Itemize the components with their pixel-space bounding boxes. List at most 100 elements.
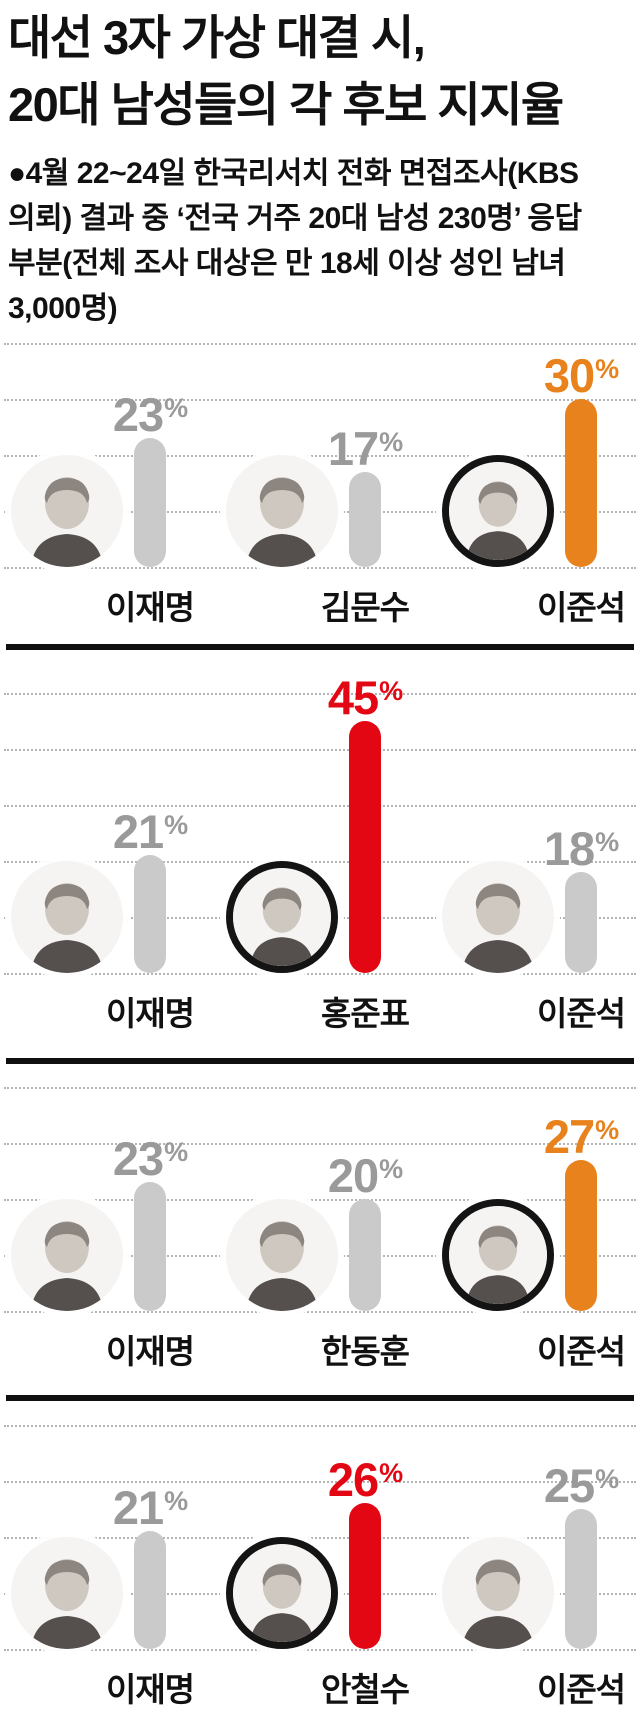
- candidate-name: 이준석: [536, 995, 626, 1032]
- candidate-name: 이준석: [536, 589, 626, 626]
- candidate-photo: [442, 1537, 554, 1649]
- poll-panel-han-dong-hoon-matchup: 23% 이재명 20% 한동훈 27% 이준석: [0, 1087, 640, 1387]
- support-bar: [565, 1509, 597, 1649]
- gridline: [4, 805, 636, 807]
- candidate-name: 이재명: [105, 589, 195, 626]
- value-label: 20%: [327, 1149, 403, 1202]
- candidate-photo: [11, 1199, 123, 1311]
- gridline: [4, 1425, 636, 1427]
- portrait-silhouette-icon: [442, 1537, 554, 1649]
- portrait-silhouette-icon: [442, 861, 554, 973]
- percent-sign: %: [595, 827, 619, 858]
- value-label: 21%: [112, 1481, 188, 1535]
- portrait-silhouette-icon: [449, 1206, 547, 1304]
- percent-sign: %: [379, 1154, 403, 1184]
- gridline: [4, 1537, 636, 1539]
- support-bar: [349, 1199, 381, 1311]
- gridline: [4, 973, 636, 975]
- portrait-silhouette-icon: [449, 462, 547, 560]
- gridline: [4, 1199, 636, 1201]
- candidate-photo: [226, 1199, 338, 1311]
- portrait-silhouette-icon: [11, 1199, 123, 1311]
- value-label: 17%: [327, 421, 403, 475]
- candidate-photo: [11, 455, 123, 567]
- poll-panel-ahn-cheol-soo-matchup: 21% 이재명 26% 안철수 25% 이준석: [0, 1425, 640, 1725]
- candidate-photo: [442, 455, 554, 567]
- portrait-silhouette-icon: [226, 455, 338, 567]
- title-line-2: 20대 남성들의 각 후보 지지율: [8, 78, 564, 131]
- gridline: [4, 1649, 636, 1651]
- value-label: 27%: [543, 1109, 619, 1163]
- gridline: [4, 1311, 636, 1313]
- candidate-photo: [11, 1537, 123, 1649]
- value-label: 21%: [112, 805, 188, 859]
- gridline: [4, 455, 636, 457]
- gridline: [4, 861, 636, 863]
- gridline: [4, 693, 636, 695]
- percent-sign: %: [379, 1458, 403, 1489]
- candidate-name: 안철수: [320, 1671, 410, 1708]
- poll-panel-kim-moon-soo-matchup: 23% 이재명 17% 김문수 30% 이준석: [0, 343, 640, 643]
- percent-sign: %: [595, 1464, 619, 1494]
- gridline: [4, 1087, 636, 1089]
- candidate-name: 이재명: [105, 995, 195, 1032]
- support-bar: [134, 855, 166, 973]
- candidate-name: 이재명: [105, 1671, 195, 1708]
- gridline: [4, 1143, 636, 1145]
- percent-sign: %: [164, 393, 188, 424]
- support-bar: [565, 872, 597, 973]
- value-label: 23%: [112, 1132, 188, 1186]
- portrait-silhouette-icon: [11, 861, 123, 973]
- portrait-silhouette-icon: [233, 868, 331, 966]
- value-label: 26%: [327, 1453, 403, 1507]
- section-divider: [6, 1058, 634, 1064]
- gridline: [4, 749, 636, 751]
- section-divider: [6, 644, 634, 650]
- candidate-photo: [226, 455, 338, 567]
- percent-sign: %: [164, 1486, 188, 1517]
- support-bar: [134, 438, 166, 567]
- candidate-photo: [442, 1199, 554, 1311]
- support-bar: [349, 471, 381, 567]
- value-label: 25%: [543, 1459, 619, 1512]
- support-bar: [349, 721, 381, 973]
- percent-sign: %: [379, 426, 403, 457]
- survey-source-note: ●4월 22~24일 한국리서치 전화 면접조사(KBS 의뢰) 결과 중 ‘전…: [8, 157, 582, 325]
- candidate-photo: [226, 861, 338, 973]
- candidate-photo: [226, 1537, 338, 1649]
- support-bar: [349, 1503, 381, 1649]
- value-label: 45%: [327, 671, 403, 724]
- candidate-name: 이준석: [536, 1333, 626, 1370]
- candidate-photo: [442, 861, 554, 973]
- candidate-photo: [11, 861, 123, 973]
- poll-panel-hong-jun-pyo-matchup: 21% 이재명 45% 홍준표 18% 이준석: [0, 671, 640, 1049]
- candidate-name: 홍준표: [320, 995, 410, 1032]
- candidate-name: 이준석: [536, 1671, 626, 1708]
- gridline: [4, 567, 636, 569]
- portrait-silhouette-icon: [233, 1544, 331, 1642]
- portrait-silhouette-icon: [226, 1199, 338, 1311]
- candidate-name: 김문수: [320, 589, 410, 626]
- gridline: [4, 343, 636, 345]
- candidate-name: 한동훈: [320, 1333, 410, 1370]
- page-title: 대선 3자 가상 대결 시, 20대 남성들의 각 후보 지지율: [8, 4, 636, 138]
- support-bar: [134, 1531, 166, 1649]
- support-bar: [134, 1182, 166, 1311]
- section-divider: [6, 1395, 634, 1401]
- percent-sign: %: [164, 1137, 188, 1168]
- percent-sign: %: [379, 676, 403, 706]
- support-bar: [565, 399, 597, 567]
- percent-sign: %: [164, 810, 188, 841]
- gridline: [4, 1481, 636, 1483]
- value-label: 23%: [112, 388, 188, 442]
- portrait-silhouette-icon: [11, 455, 123, 567]
- gridline: [4, 399, 636, 401]
- value-label: 18%: [543, 822, 619, 876]
- percent-sign: %: [595, 1114, 619, 1145]
- percent-sign: %: [595, 354, 619, 384]
- support-bar: [565, 1159, 597, 1311]
- portrait-silhouette-icon: [11, 1537, 123, 1649]
- title-line-1: 대선 3자 가상 대결 시,: [8, 11, 426, 64]
- candidate-name: 이재명: [105, 1333, 195, 1370]
